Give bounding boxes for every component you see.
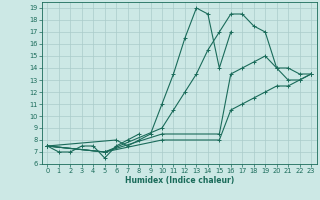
X-axis label: Humidex (Indice chaleur): Humidex (Indice chaleur) (124, 176, 234, 185)
